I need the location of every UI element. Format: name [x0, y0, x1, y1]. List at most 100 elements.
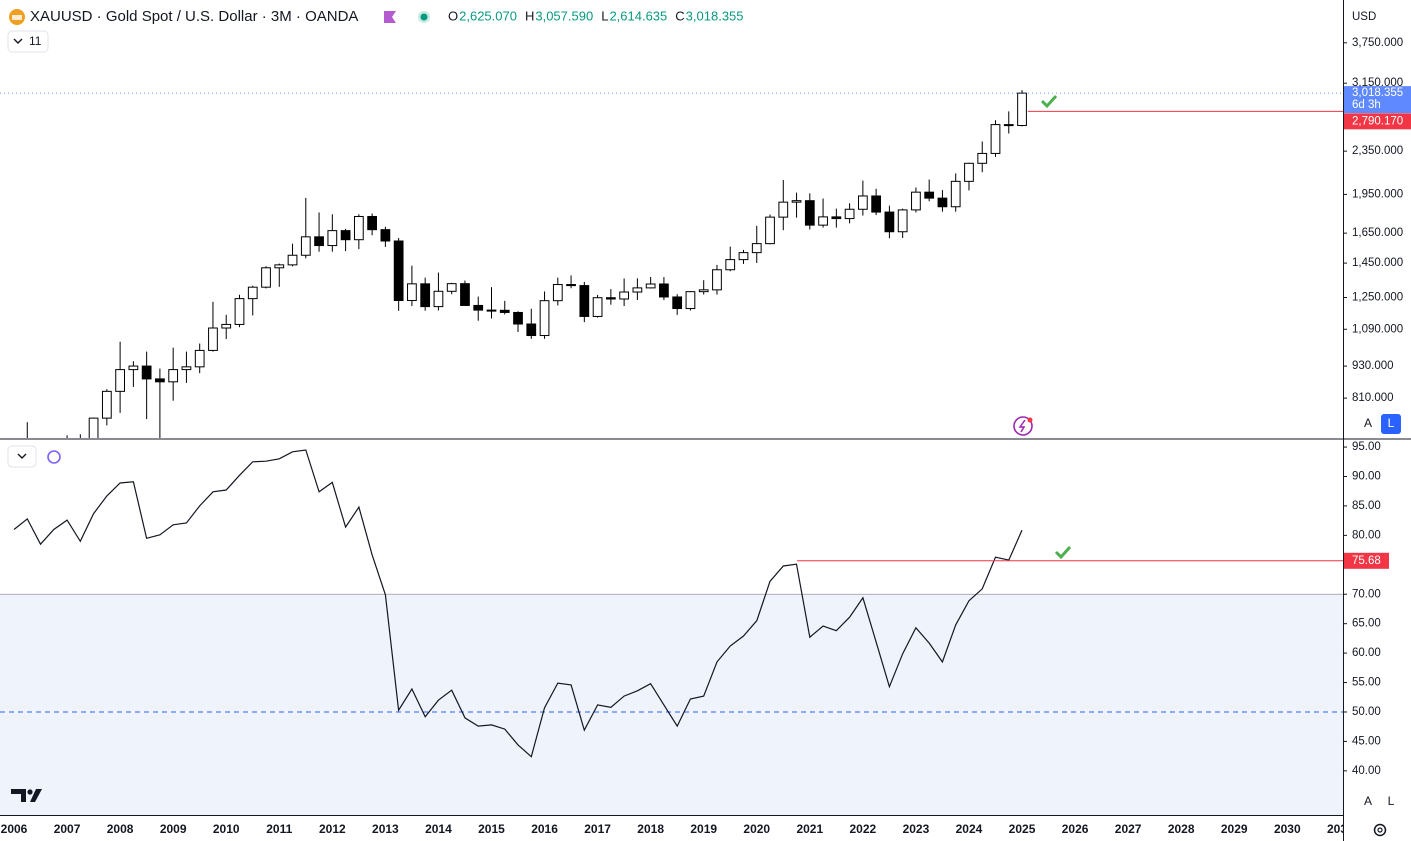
candle-body: [367, 215, 377, 231]
auto-scale-button[interactable]: A: [1364, 794, 1372, 808]
notification-dot: [1027, 417, 1033, 423]
x-tick-label: 2014: [425, 822, 452, 836]
lightning-bolt: [1018, 419, 1026, 433]
x-tick-label: 2031: [1327, 822, 1354, 836]
hline-label: 75.68: [1352, 555, 1381, 567]
candle-body: [579, 285, 590, 317]
candle-body: [844, 208, 855, 220]
candle-body: [964, 162, 974, 182]
candle-body: [101, 390, 112, 419]
flag-icon[interactable]: [384, 11, 396, 23]
settings-icon[interactable]: [1373, 823, 1387, 837]
tradingview-logo: [11, 789, 42, 802]
x-tick-label: 2013: [372, 822, 399, 836]
candle-body: [446, 283, 457, 292]
y-tick-label: 1,950.000: [1352, 188, 1403, 200]
x-tick-label: 2026: [1062, 822, 1089, 836]
log-scale-button-bg[interactable]: [1381, 414, 1401, 434]
candle-body: [791, 200, 802, 203]
candle-body: [115, 369, 125, 392]
y-tick-label: 65.00: [1352, 618, 1381, 630]
candle-body: [168, 369, 179, 383]
ohlc-value: 3,018.355: [686, 8, 744, 23]
y-tick-label: 70.00: [1352, 588, 1381, 600]
candle-body: [937, 197, 948, 208]
candle-body: [486, 309, 497, 312]
y-tick-label: 930.000: [1352, 360, 1394, 372]
x-tick-label: 2010: [213, 822, 240, 836]
last-price-label: 3,018.355: [1352, 87, 1403, 99]
x-tick-label: 2030: [1274, 822, 1301, 836]
candle-body: [247, 286, 258, 300]
indicator-count: 11: [29, 34, 42, 48]
candle-body: [155, 378, 165, 383]
candle-body: [831, 216, 842, 220]
lightning-icon[interactable]: [1013, 416, 1033, 436]
rsi-band: [0, 594, 1343, 815]
status-dot: [420, 13, 428, 21]
candle-body: [380, 229, 391, 242]
x-tick-label: 2009: [160, 822, 187, 836]
y-tick-label: 95.00: [1352, 441, 1381, 453]
candle-body: [818, 216, 828, 226]
y-tick-label: 2,350.000: [1352, 145, 1403, 157]
x-tick-label: 2022: [850, 822, 877, 836]
refresh-icon[interactable]: [47, 450, 61, 464]
price-axis: 3,750.0003,150.0002,350.0001,950.0001,65…: [1343, 37, 1411, 777]
symbol-icon-mark: [12, 15, 22, 20]
x-tick-label: 2025: [1009, 822, 1036, 836]
price-pane: [0, 90, 1343, 438]
candle-body: [539, 300, 550, 337]
candle-body: [897, 209, 908, 233]
candle-body: [513, 311, 523, 325]
chevron: [13, 38, 23, 44]
candle-body: [672, 296, 683, 310]
candle-body: [924, 191, 935, 199]
y-tick-label: 60.00: [1352, 647, 1381, 659]
candle-body: [871, 195, 882, 213]
candle-body: [592, 297, 603, 317]
candle-body: [552, 284, 563, 302]
x-tick-label: 2008: [107, 822, 134, 836]
currency-button[interactable]: [1347, 6, 1395, 28]
x-tick-label: 2016: [531, 822, 558, 836]
candle-body: [605, 297, 616, 300]
candle-body: [645, 283, 656, 289]
candle-body: [128, 365, 139, 371]
hline-tag: [1344, 552, 1389, 569]
log-scale-button[interactable]: L: [1388, 794, 1395, 808]
y-tick-label: 3,750.000: [1352, 37, 1403, 49]
auto-scale-button[interactable]: A: [1364, 416, 1372, 430]
candle-body: [738, 252, 749, 261]
candle-body: [857, 195, 868, 210]
candle-body: [698, 289, 709, 293]
check-mark: [1040, 94, 1058, 109]
candle-body: [208, 327, 218, 351]
check-mark: [1054, 545, 1072, 560]
candle-body: [433, 290, 444, 308]
chevron: [17, 453, 27, 459]
candle-body: [340, 230, 351, 241]
candle-body: [765, 216, 775, 245]
candle-body: [804, 200, 815, 226]
ohlc-label: L: [601, 8, 608, 23]
y-tick-label: 45.00: [1352, 735, 1381, 747]
candle-body: [778, 201, 789, 218]
y-tick-label: 90.00: [1352, 471, 1381, 483]
log-scale-button[interactable]: L: [1388, 416, 1395, 430]
y-tick-label: 1,650.000: [1352, 227, 1403, 239]
y-tick-label: 50.00: [1352, 706, 1381, 718]
candle-body: [566, 284, 576, 287]
pane-toggle[interactable]: [7, 445, 37, 468]
candle-body: [911, 191, 921, 211]
indicator-toggle[interactable]: [7, 30, 49, 53]
candle-body: [353, 215, 364, 241]
ohlc-label: O: [448, 8, 458, 23]
x-tick-label: 2028: [1168, 822, 1195, 836]
candle-body: [977, 152, 988, 164]
candle-body: [221, 323, 232, 329]
rsi-line: [13, 449, 1023, 758]
ohlc-value: 3,057.590: [535, 8, 593, 23]
rsi-pane: [0, 449, 1343, 815]
x-tick-label: 2019: [690, 822, 717, 836]
